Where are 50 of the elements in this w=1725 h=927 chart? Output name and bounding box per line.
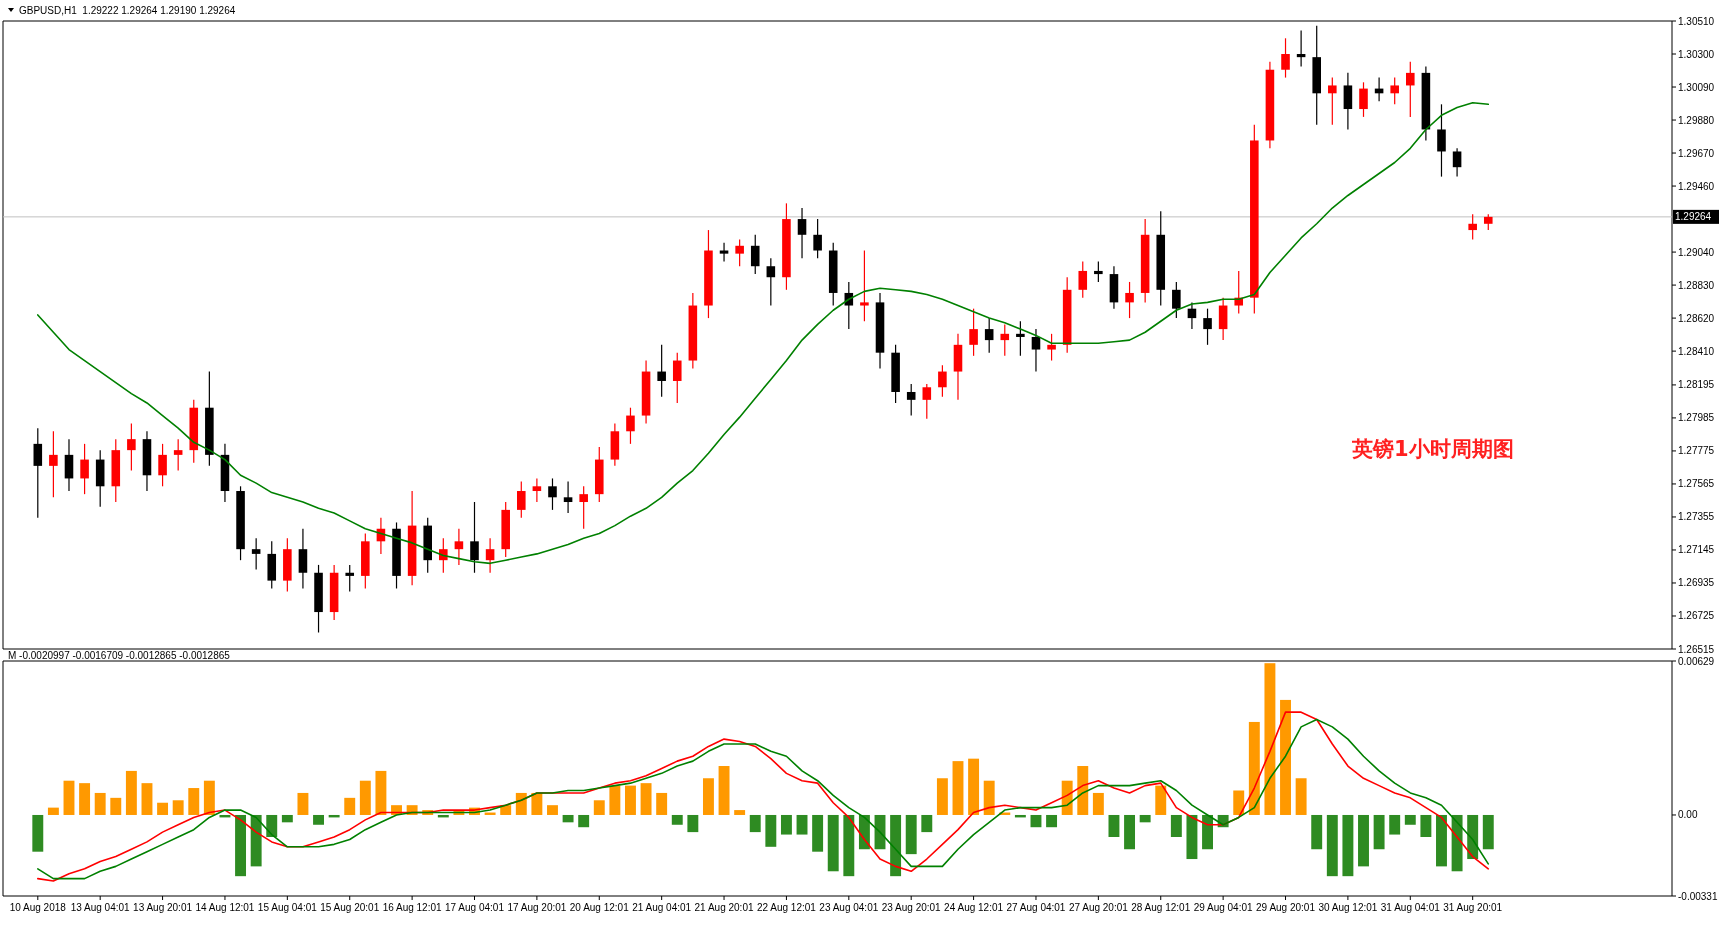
y-tick-label: 0.00629 bbox=[1678, 655, 1715, 667]
x-tick-label: 23 Aug 04:01 bbox=[819, 902, 879, 913]
x-tick-label: 29 Aug 20:01 bbox=[1256, 902, 1316, 913]
x-tick-label: 28 Aug 12:01 bbox=[1131, 902, 1191, 913]
y-tick-label: 1.28195 bbox=[1678, 379, 1715, 391]
chart-title: M -0.0020997 -0.0016709 -0.0012865 -0.0012865 bbox=[8, 650, 231, 661]
chart-title: GBPUSD,H1 1.29222 1.29264 1.29190 1.29264 bbox=[19, 5, 236, 16]
y-tick-label: 1.27565 bbox=[1678, 478, 1715, 490]
x-tick-label: 24 Aug 12:01 bbox=[944, 902, 1004, 913]
annotation: 英镑1小时周期图 bbox=[1351, 437, 1514, 461]
y-tick-label: 1.26515 bbox=[1678, 643, 1715, 655]
x-tick-label: 17 Aug 20:01 bbox=[507, 902, 567, 913]
x-tick-label: 16 Aug 12:01 bbox=[382, 902, 443, 913]
y-tick-label: 1.30510 bbox=[1678, 15, 1715, 27]
x-tick-label: 29 Aug 04:01 bbox=[1193, 902, 1254, 913]
x-tick-label: 21 Aug 20:01 bbox=[694, 902, 754, 913]
y-tick-label: 1.27775 bbox=[1678, 445, 1715, 457]
x-tick-label: 13 Aug 04:01 bbox=[70, 902, 131, 913]
y-tick-label: 1.27145 bbox=[1678, 544, 1715, 556]
y-tick-label: 1.27985 bbox=[1678, 412, 1715, 424]
y-tick-label: -0.00331 bbox=[1678, 890, 1718, 902]
x-tick-label: 21 Aug 04:01 bbox=[632, 902, 692, 913]
y-tick-label: 1.30090 bbox=[1678, 81, 1715, 93]
y-tick-label: 1.29880 bbox=[1678, 114, 1715, 126]
y-tick-label: 1.26935 bbox=[1678, 577, 1715, 589]
y-tick-label: 1.30300 bbox=[1678, 48, 1715, 60]
x-tick-label: 31 Aug 20:01 bbox=[1443, 902, 1503, 913]
x-tick-label: 17 Aug 04:01 bbox=[445, 902, 505, 913]
y-tick-label: 1.29040 bbox=[1678, 246, 1715, 258]
ref-line-label: 1.29264 bbox=[1675, 211, 1712, 223]
x-tick-label: 22 Aug 12:01 bbox=[756, 902, 817, 913]
x-tick-label: 15 Aug 04:01 bbox=[257, 902, 318, 913]
x-tick-label: 27 Aug 04:01 bbox=[1006, 902, 1066, 913]
y-tick-label: 1.28410 bbox=[1678, 345, 1715, 357]
x-tick-label: 13 Aug 20:01 bbox=[133, 902, 193, 913]
y-tick-label: 0.00 bbox=[1678, 809, 1698, 821]
y-tick-label: 1.27355 bbox=[1678, 511, 1715, 523]
y-tick-label: 1.28620 bbox=[1678, 312, 1715, 324]
y-tick-label: 1.28830 bbox=[1678, 279, 1715, 291]
x-tick-label: 20 Aug 12:01 bbox=[569, 902, 630, 913]
x-tick-label: 23 Aug 20:01 bbox=[881, 902, 942, 913]
y-tick-label: 1.26725 bbox=[1678, 610, 1715, 622]
x-tick-label: 15 Aug 20:01 bbox=[320, 902, 380, 913]
y-tick-label: 1.29460 bbox=[1678, 180, 1715, 192]
x-tick-label: 10 Aug 2018 bbox=[9, 902, 67, 913]
x-tick-label: 27 Aug 20:01 bbox=[1068, 902, 1129, 913]
x-tick-label: 30 Aug 12:01 bbox=[1318, 902, 1378, 913]
x-tick-label: 14 Aug 12:01 bbox=[195, 902, 255, 913]
x-tick-label: 31 Aug 04:01 bbox=[1380, 902, 1441, 913]
y-tick-label: 1.29670 bbox=[1678, 147, 1715, 159]
